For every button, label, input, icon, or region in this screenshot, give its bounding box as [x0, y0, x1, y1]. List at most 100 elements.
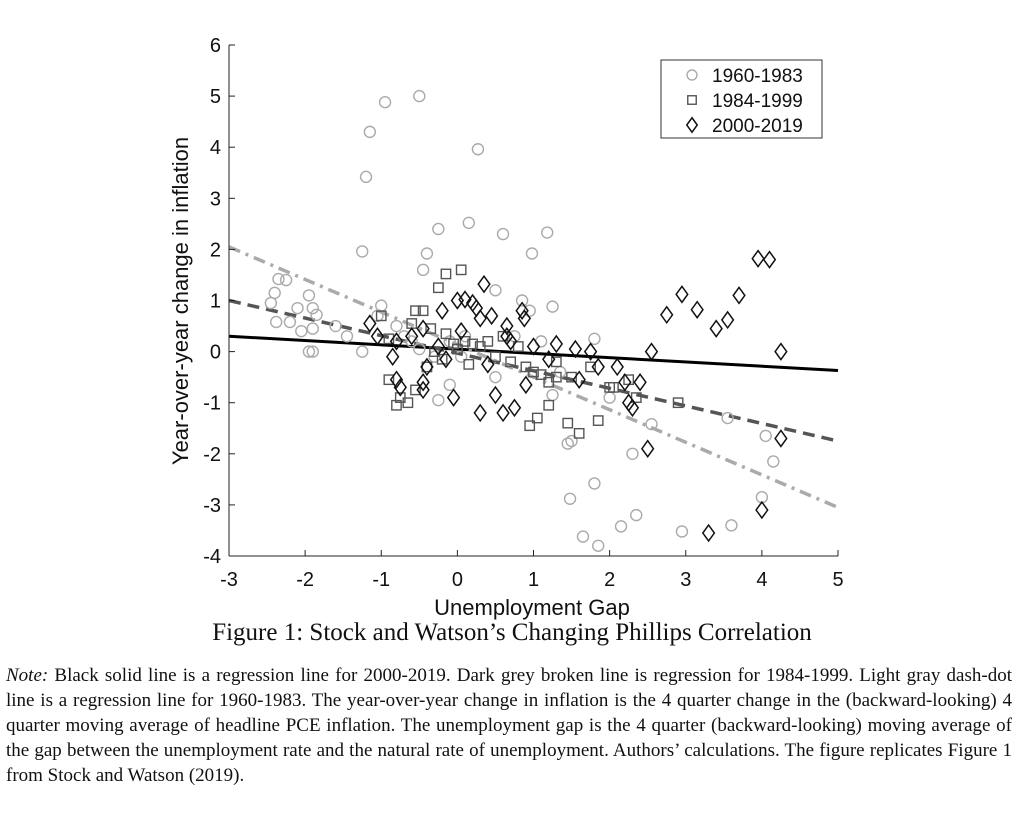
x-tick-label: -3 — [220, 569, 238, 591]
data-point — [675, 525, 689, 538]
data-point — [306, 345, 319, 358]
data-point — [568, 339, 583, 359]
data-point — [488, 385, 503, 405]
data-point — [463, 359, 475, 370]
data-point — [610, 357, 624, 377]
data-point — [416, 373, 430, 392]
data-point — [446, 388, 461, 407]
data-point — [431, 337, 446, 356]
data-point — [774, 429, 788, 448]
data-point — [283, 315, 297, 329]
y-tick-label: 4 — [210, 137, 221, 159]
data-point — [531, 412, 543, 424]
data-point — [473, 403, 487, 423]
data-point — [633, 373, 647, 392]
data-point — [585, 361, 596, 373]
data-point — [416, 319, 430, 338]
x-tick-label: 3 — [680, 569, 691, 591]
x-tick-label: -2 — [296, 569, 314, 591]
data-point — [543, 399, 555, 411]
x-tick-label: -1 — [372, 569, 390, 591]
data-point — [732, 286, 746, 305]
data-point — [417, 305, 429, 317]
data-point — [389, 332, 404, 351]
data-point — [410, 384, 421, 396]
data-point — [675, 285, 689, 304]
data-point — [416, 263, 430, 277]
y-tick-label: -4 — [203, 546, 221, 568]
data-point — [543, 376, 555, 388]
data-point — [592, 415, 604, 426]
data-point — [563, 492, 577, 505]
data-point — [591, 357, 605, 377]
regression-line-1984-1999 — [228, 298, 839, 443]
data-point — [541, 226, 554, 239]
x-tick-label: 1 — [528, 569, 539, 591]
data-point — [390, 319, 403, 333]
data-point — [583, 342, 598, 361]
data-point — [302, 289, 316, 302]
data-point — [455, 264, 467, 276]
data-point — [370, 327, 385, 346]
data-point — [440, 268, 452, 280]
data-point — [549, 334, 564, 354]
data-point — [429, 346, 440, 357]
data-point — [425, 323, 437, 334]
data-point — [440, 328, 452, 340]
data-point — [306, 322, 319, 335]
data-point — [481, 355, 495, 374]
data-point — [542, 350, 556, 369]
data-point — [329, 319, 342, 333]
data-point — [389, 370, 404, 389]
data-point — [759, 429, 772, 443]
y-axis-title: Year-over-year change in inflation — [168, 137, 193, 465]
data-point — [375, 310, 387, 322]
data-point — [489, 370, 502, 384]
x-axis-title: Unemployment Gap — [434, 595, 630, 620]
data-point — [404, 327, 419, 346]
data-point — [496, 403, 510, 423]
data-point — [371, 309, 384, 323]
data-point — [459, 336, 471, 347]
data-point — [640, 439, 655, 458]
data-point — [413, 89, 426, 103]
data-point — [524, 420, 536, 432]
data-point — [517, 309, 532, 328]
data-point — [454, 350, 468, 363]
data-point — [467, 338, 478, 350]
data-point — [588, 332, 601, 346]
data-point — [450, 291, 465, 310]
data-point — [625, 398, 640, 418]
data-point — [391, 399, 402, 411]
data-point — [448, 338, 459, 350]
data-point — [561, 437, 574, 450]
note-label: Note: — [6, 665, 49, 686]
data-point — [546, 388, 559, 402]
figure-note: Note: Black solid line is a regression l… — [6, 663, 1012, 788]
data-point — [774, 342, 788, 361]
data-point — [626, 447, 639, 460]
data-point — [767, 455, 780, 468]
legend-marker-2000-2019 — [685, 116, 699, 134]
data-point — [443, 378, 456, 392]
x-tick-label: 0 — [452, 569, 463, 591]
series-1984-1999 — [375, 264, 684, 439]
data-point — [269, 315, 283, 329]
data-point — [550, 356, 562, 368]
data-point — [709, 319, 723, 338]
data-point — [588, 477, 601, 490]
data-point — [402, 397, 414, 409]
data-point — [405, 335, 418, 348]
data-point — [295, 324, 308, 338]
data-point — [546, 300, 559, 313]
legend-marker-1984-1999 — [687, 95, 697, 105]
data-point — [458, 290, 472, 309]
data-point — [436, 353, 448, 365]
legend-label: 2000-2019 — [712, 116, 803, 137]
series-1960-1983 — [264, 89, 780, 552]
data-point — [572, 370, 586, 389]
data-point — [573, 427, 585, 439]
data-point — [279, 273, 293, 287]
